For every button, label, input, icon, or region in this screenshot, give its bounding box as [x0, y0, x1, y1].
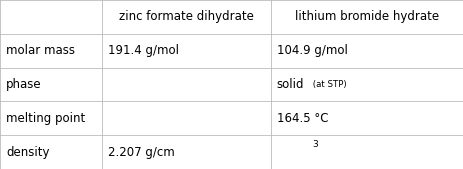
Text: 164.5 °C: 164.5 °C [277, 112, 328, 125]
Text: density: density [6, 146, 50, 159]
Text: melting point: melting point [6, 112, 85, 125]
Text: zinc formate dihydrate: zinc formate dihydrate [119, 10, 254, 23]
Text: 191.4 g/mol: 191.4 g/mol [108, 44, 179, 57]
Text: 3: 3 [313, 140, 318, 149]
Text: lithium bromide hydrate: lithium bromide hydrate [295, 10, 439, 23]
Text: molar mass: molar mass [6, 44, 75, 57]
Text: phase: phase [6, 78, 42, 91]
Text: 2.207 g/cm: 2.207 g/cm [108, 146, 175, 159]
Text: 104.9 g/mol: 104.9 g/mol [277, 44, 348, 57]
Text: (at STP): (at STP) [310, 80, 347, 89]
Text: solid: solid [277, 78, 304, 91]
